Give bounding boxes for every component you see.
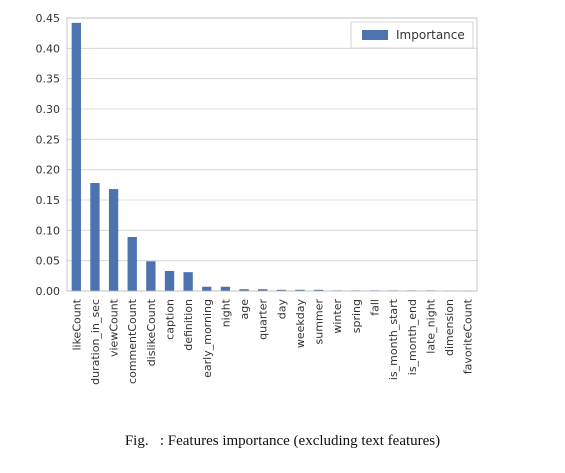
bar-dislikeCount (146, 261, 156, 291)
bars (71, 22, 473, 292)
bar-summer (313, 289, 324, 291)
feature-importance-chart: 0.00 0.05 0.10 0.15 0.20 0.25 0.30 0.35 0.40 0.45… (36, 12, 478, 385)
x-tick-label: weekday (294, 299, 307, 349)
y-tick-label: 0.00 (36, 285, 61, 298)
y-tick-label: 0.30 (36, 103, 61, 116)
y-tick-label: 0.45 (36, 12, 61, 25)
y-tick-label: 0.15 (36, 194, 61, 207)
x-tick-label: duration_in_sec (89, 299, 102, 385)
y-tick-label: 0.10 (36, 224, 61, 237)
x-axis-ticks: likeCount duration_in_sec viewCount comment… (70, 298, 474, 385)
y-tick-label: 0.05 (36, 255, 61, 268)
x-tick-label: is_month_start (387, 298, 400, 380)
bar-likeCount (71, 22, 81, 291)
y-tick-label: 0.25 (36, 133, 61, 146)
bar-early_morning (202, 286, 212, 291)
x-tick-label: dislikeCount (145, 298, 158, 366)
y-tick-label: 0.40 (36, 42, 61, 55)
legend: Importance (350, 21, 474, 49)
bar-viewCount (108, 189, 119, 291)
x-tick-label: fall (369, 299, 382, 316)
x-tick-label: early_morning (201, 299, 214, 378)
legend-label: Importance (396, 28, 465, 42)
x-tick-label: day (275, 299, 288, 320)
x-tick-label: age (238, 299, 251, 320)
x-tick-label: spring (350, 299, 363, 333)
x-tick-label: viewCount (108, 298, 121, 357)
x-tick-label: favoriteCount (462, 298, 475, 374)
x-tick-label: commentCount (126, 298, 139, 384)
plot-frame (66, 17, 478, 292)
x-tick-label: caption (164, 299, 177, 340)
y-tick-label: 0.20 (36, 164, 61, 177)
x-tick-label: summer (313, 299, 326, 345)
x-tick-label: dimension (443, 299, 456, 356)
figure-caption: Fig. : Features importance (excluding te… (124, 433, 441, 449)
x-tick-label: definition (182, 299, 195, 351)
y-axis-ticks: 0.00 0.05 0.10 0.15 0.20 0.25 0.30 0.35 0.40 0.45 (36, 12, 61, 298)
bar-commentCount (127, 237, 137, 291)
bar-day (276, 289, 286, 291)
bar-quarter (258, 289, 268, 291)
x-tick-label: quarter (257, 299, 270, 340)
bar-caption (164, 270, 175, 291)
x-tick-label: is_month_end (406, 299, 419, 375)
bar-duration_in_sec (90, 183, 100, 291)
x-tick-label: winter (331, 299, 344, 334)
x-tick-label: likeCount (70, 298, 83, 350)
bar-definition (183, 272, 193, 291)
y-tick-label: 0.35 (36, 73, 61, 86)
bar-weekday (295, 289, 305, 291)
bar-age (239, 289, 249, 291)
legend-swatch (362, 30, 388, 40)
x-tick-label: late_night (424, 298, 437, 353)
bar-night (220, 286, 231, 291)
x-tick-label: night (219, 298, 232, 327)
